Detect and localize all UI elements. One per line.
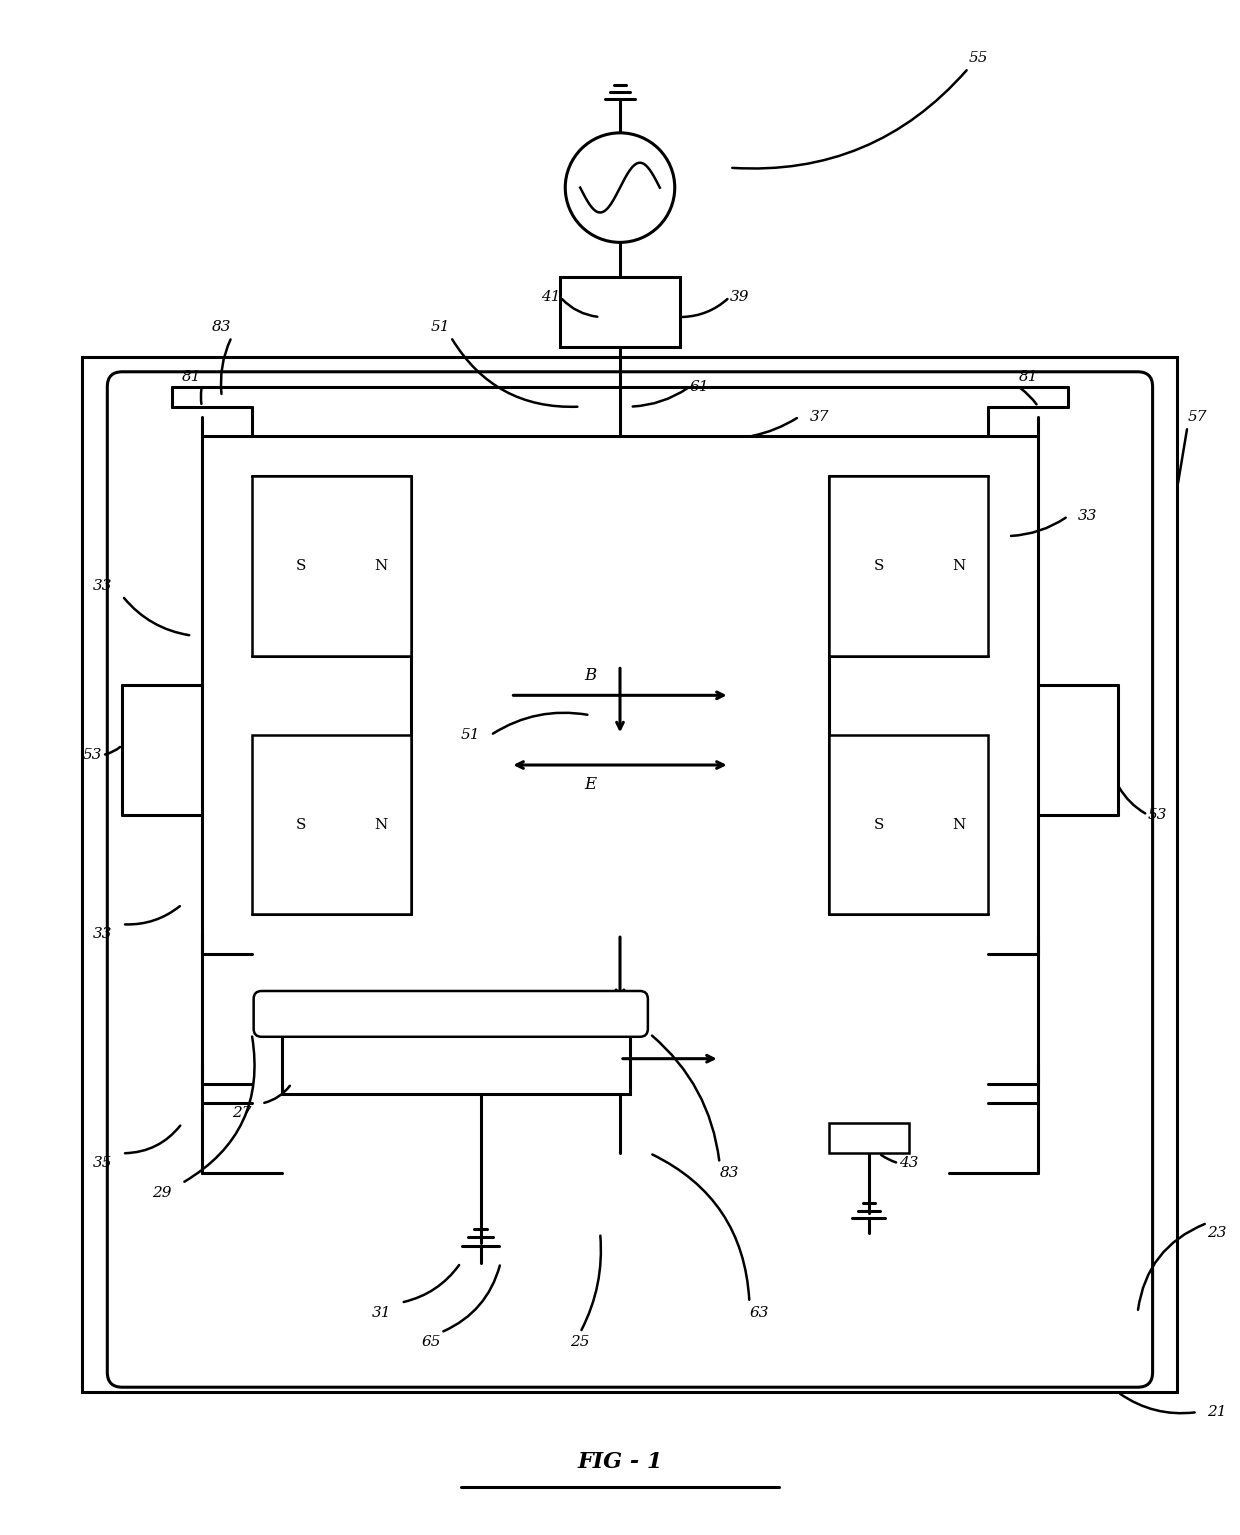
Text: 43: 43 <box>899 1156 919 1170</box>
Text: N: N <box>952 818 965 832</box>
Text: S: S <box>874 818 884 832</box>
FancyArrowPatch shape <box>444 1265 500 1331</box>
FancyArrowPatch shape <box>652 1036 719 1160</box>
Text: 33: 33 <box>1078 510 1097 523</box>
FancyArrowPatch shape <box>221 339 231 394</box>
Text: 55: 55 <box>968 51 988 64</box>
FancyArrowPatch shape <box>494 712 588 734</box>
Text: 63: 63 <box>750 1306 769 1320</box>
FancyArrowPatch shape <box>1011 517 1065 536</box>
FancyArrowPatch shape <box>125 906 180 924</box>
Text: 41: 41 <box>541 290 560 304</box>
Text: 31: 31 <box>371 1306 391 1320</box>
Text: 57: 57 <box>1188 410 1208 424</box>
Text: 83: 83 <box>719 1167 739 1180</box>
Text: S: S <box>296 818 306 832</box>
Text: S: S <box>296 559 306 573</box>
Text: 65: 65 <box>422 1335 440 1349</box>
Bar <box>830 735 988 915</box>
FancyArrowPatch shape <box>1021 388 1037 404</box>
Text: 53: 53 <box>83 748 102 761</box>
FancyArrowPatch shape <box>404 1265 459 1302</box>
Bar <box>830 476 988 655</box>
Text: N: N <box>374 818 388 832</box>
FancyBboxPatch shape <box>254 992 647 1036</box>
Text: 25: 25 <box>570 1335 590 1349</box>
Text: 27: 27 <box>232 1107 252 1121</box>
Circle shape <box>565 134 675 243</box>
Bar <box>830 1124 909 1153</box>
Text: 83: 83 <box>212 319 232 335</box>
Text: E: E <box>584 777 596 794</box>
Text: 39: 39 <box>729 290 749 304</box>
Text: N: N <box>952 559 965 573</box>
Text: 35: 35 <box>93 1156 112 1170</box>
Bar <box>82 356 1178 1392</box>
FancyArrowPatch shape <box>185 1036 254 1182</box>
FancyArrowPatch shape <box>882 1154 897 1162</box>
FancyArrowPatch shape <box>453 339 578 407</box>
Text: 51: 51 <box>432 319 450 335</box>
Bar <box>252 735 410 915</box>
FancyArrowPatch shape <box>1178 430 1187 484</box>
Text: 53: 53 <box>1148 807 1167 821</box>
Text: N: N <box>374 559 388 573</box>
FancyArrowPatch shape <box>733 71 967 169</box>
Bar <box>281 1024 630 1093</box>
FancyArrowPatch shape <box>264 1085 290 1102</box>
Text: 51: 51 <box>461 728 480 741</box>
FancyArrowPatch shape <box>562 299 598 316</box>
FancyArrowPatch shape <box>1138 1223 1205 1309</box>
Text: 61: 61 <box>689 379 709 393</box>
Text: 23: 23 <box>1208 1226 1228 1240</box>
FancyArrowPatch shape <box>582 1236 601 1329</box>
Text: 29: 29 <box>153 1187 172 1200</box>
FancyArrowPatch shape <box>652 1154 749 1300</box>
FancyArrowPatch shape <box>105 748 120 755</box>
Text: 33: 33 <box>93 927 112 941</box>
Text: FIG - 1: FIG - 1 <box>578 1451 662 1474</box>
FancyArrowPatch shape <box>125 1125 180 1153</box>
Bar <box>560 278 680 347</box>
FancyArrowPatch shape <box>124 599 190 635</box>
Text: 21: 21 <box>1208 1405 1228 1418</box>
Text: 37: 37 <box>810 410 828 424</box>
Text: 33: 33 <box>93 579 112 593</box>
FancyArrowPatch shape <box>1120 1394 1194 1414</box>
FancyArrowPatch shape <box>682 299 728 318</box>
FancyArrowPatch shape <box>632 388 687 407</box>
Text: S: S <box>874 559 884 573</box>
Text: 81: 81 <box>182 370 202 384</box>
Bar <box>252 476 410 655</box>
Text: B: B <box>584 666 596 685</box>
FancyArrowPatch shape <box>1120 787 1146 814</box>
Text: 81: 81 <box>1018 370 1038 384</box>
FancyArrowPatch shape <box>753 418 797 436</box>
